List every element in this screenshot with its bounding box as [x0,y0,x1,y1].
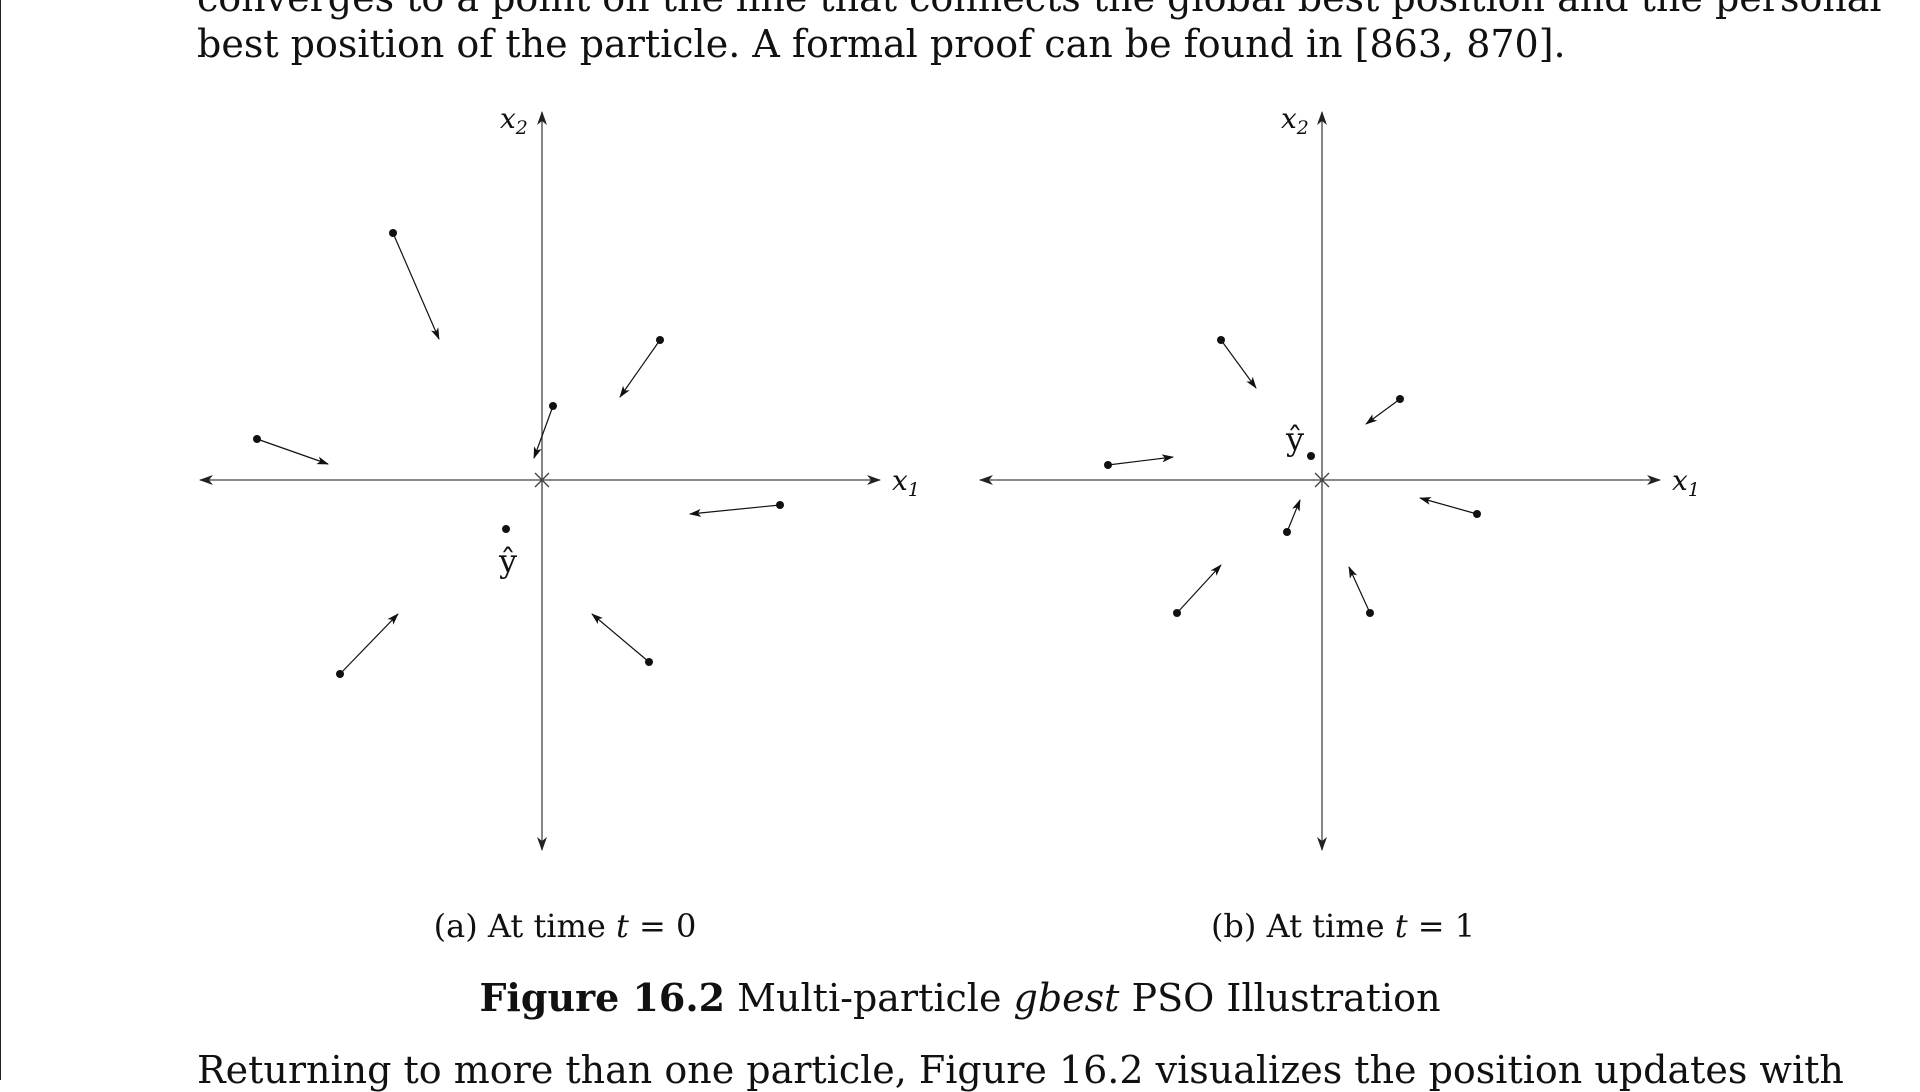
figure-caption-em: gbest [1013,976,1120,1020]
panel-b: x2 x1 ŷ [979,102,1700,851]
panel-a-particle-1 [389,229,440,340]
panel-b-caption-suffix: = 1 [1417,907,1476,945]
panel-a-caption-var: t [615,907,629,945]
body-text-bottom-line: Returning to more than one particle, Fig… [197,1048,1844,1092]
panel-b-y-axis-label: x2 [1281,102,1309,139]
panel-b-global-best: ŷ [1285,420,1315,460]
panel-b-origin-marker [1314,472,1330,488]
panel-a-caption-suffix: = 0 [639,907,697,945]
panel-b-caption: (b) At time t = 1 [1211,906,1475,946]
panel-b-caption-var: t [1394,907,1408,945]
panel-b-particle-6 [1173,564,1222,617]
panel-b-x-axis-label: x1 [1672,464,1700,501]
panel-a-global-best: ŷ [498,525,517,580]
panel-a-caption: (a) At time t = 0 [434,906,697,946]
panel-b-particle-1 [1217,336,1257,389]
figure-caption: Figure 16.2 Multi-particle gbest PSO Ill… [479,975,1441,1021]
body-text-top-line-1: converges to a point on the line that co… [197,0,1882,20]
panel-a: x2 x1 ŷ [199,102,920,851]
figure-caption-after: PSO Illustration [1131,976,1441,1020]
panel-b-particle-4 [1419,497,1481,518]
panel-b-particle-7 [1348,566,1374,617]
panel-a-x-axis-label: x1 [892,464,920,501]
panel-a-y-axis-label: x2 [500,102,528,139]
page-left-border [0,0,1,1080]
body-text-top-line-2: best position of the particle. A formal … [197,22,1566,66]
panel-a-particle-5 [689,501,784,517]
panel-a-particle-4 [253,435,329,465]
panel-a-caption-prefix: (a) At time [433,907,606,945]
panel-a-gbest-label: ŷ [498,542,517,580]
panel-a-origin-marker [534,472,550,488]
panel-b-caption-prefix: (b) At time [1210,907,1385,945]
panel-a-particle-6 [336,613,399,678]
figure-caption-before: Multi-particle [737,976,1002,1020]
panel-b-particle-3 [1104,454,1174,469]
panel-b-particle-2 [1365,395,1404,425]
panel-b-gbest-label: ŷ [1285,420,1304,458]
panel-a-particle-7 [591,613,653,666]
panel-b-particle-5 [1283,499,1301,536]
figure-number: Figure 16.2 [479,975,726,1020]
panel-a-particle-3 [533,402,557,459]
panel-a-particle-2 [619,336,664,398]
